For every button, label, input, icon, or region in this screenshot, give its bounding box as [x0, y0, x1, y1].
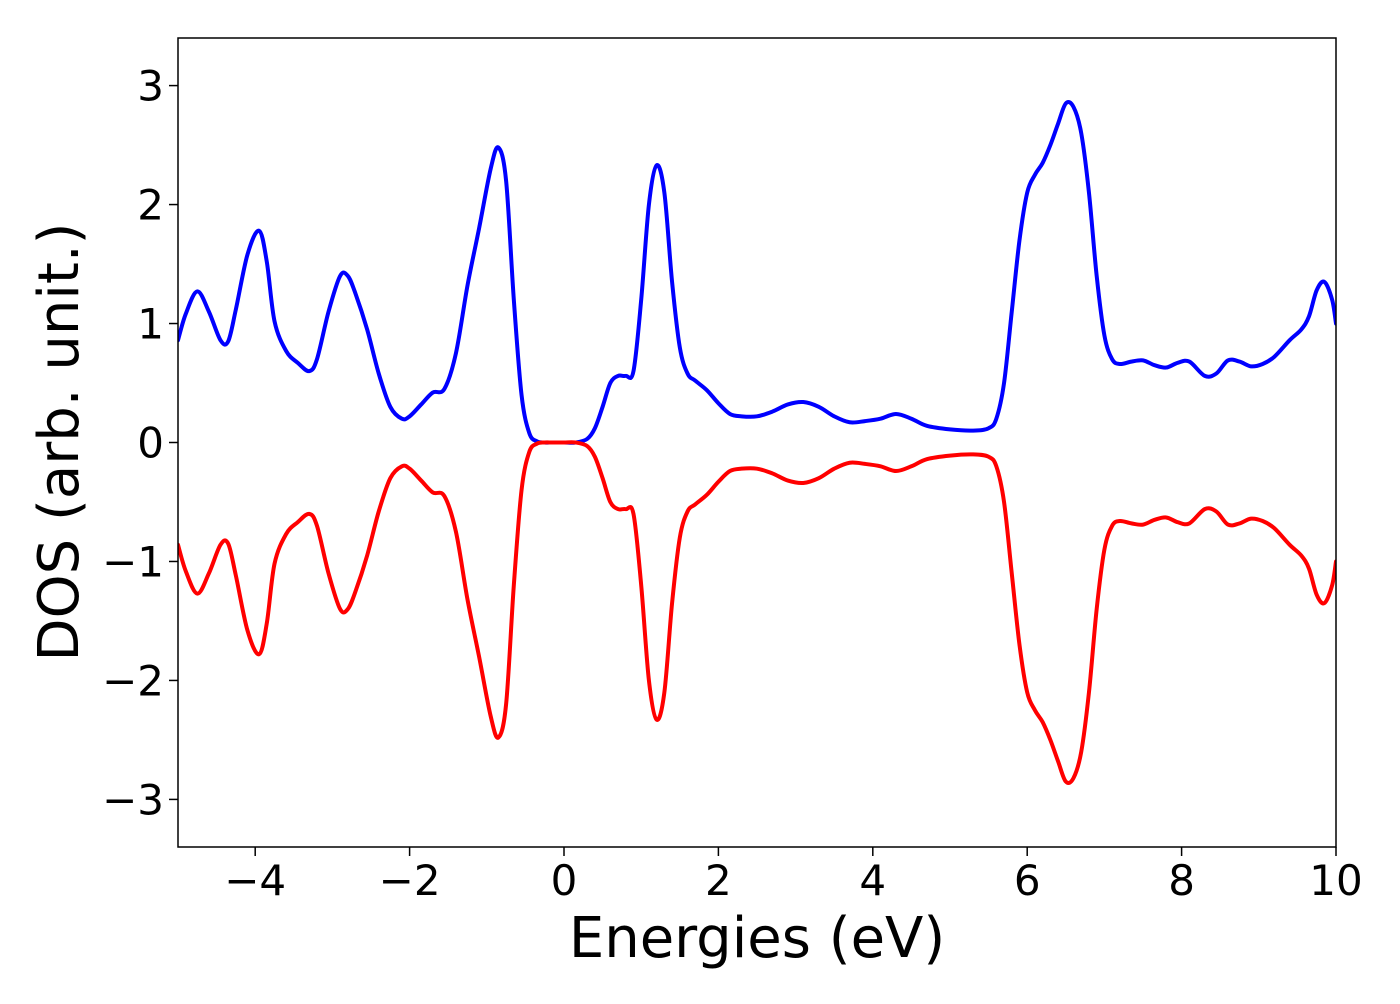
- series-line-1: [178, 440, 1336, 785]
- x-tick-label: −2: [379, 856, 441, 905]
- plot-frame: [177, 37, 1337, 848]
- y-axis-ticks: −3 −2 −1 0 1 2 3: [102, 62, 178, 824]
- y-tick-label: 0: [137, 419, 164, 468]
- x-axis-label: Energies (eV): [569, 906, 945, 971]
- y-tick-label: −2: [102, 656, 164, 705]
- y-tick-label: 1: [137, 300, 164, 349]
- y-tick-label: −3: [102, 775, 164, 824]
- x-tick-label: 4: [859, 856, 886, 905]
- y-axis-label: DOS (arb. unit.): [27, 222, 92, 661]
- y-tick-label: 3: [137, 62, 164, 111]
- x-tick-label: 8: [1168, 856, 1195, 905]
- y-tick-label: 2: [137, 181, 164, 230]
- x-axis-ticks: −4 −2 0 2 4 6 8 10: [224, 847, 1363, 905]
- series-line-0: [178, 100, 1336, 445]
- x-tick-label: 6: [1014, 856, 1041, 905]
- x-tick-label: 2: [705, 856, 732, 905]
- x-tick-label: 0: [551, 856, 578, 905]
- x-tick-label: 10: [1309, 856, 1362, 905]
- x-tick-label: −4: [224, 856, 286, 905]
- series-layer: [178, 100, 1336, 785]
- y-tick-label: −1: [102, 537, 164, 586]
